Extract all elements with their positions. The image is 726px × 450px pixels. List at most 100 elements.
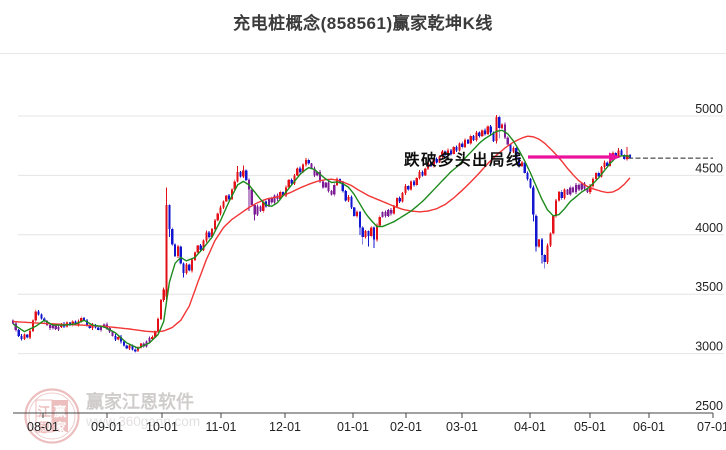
candle-body xyxy=(330,190,333,195)
candle-body xyxy=(34,311,37,321)
x-axis-tick-label: 04-01 xyxy=(514,420,546,434)
candle-body xyxy=(185,264,188,273)
candle-body xyxy=(134,349,137,352)
x-axis-tick-label: 11-01 xyxy=(205,420,236,434)
candle-body xyxy=(355,212,359,216)
candle-body xyxy=(100,326,103,330)
candle-body xyxy=(213,220,216,229)
candle-body xyxy=(557,192,561,201)
candle-body xyxy=(370,227,373,236)
candle-body xyxy=(432,158,435,166)
candle-body xyxy=(506,137,509,145)
candle-body xyxy=(264,201,268,207)
candle-body xyxy=(227,195,231,200)
y-axis-tick-label: 4500 xyxy=(695,161,723,175)
candle-body xyxy=(250,189,253,206)
candle-body xyxy=(546,245,549,263)
candle-body xyxy=(438,156,441,163)
candle-body xyxy=(392,206,396,214)
slow-ma-line xyxy=(12,135,631,333)
candle-body xyxy=(435,158,438,163)
candle-body xyxy=(171,228,174,245)
candle-body xyxy=(503,124,506,138)
candle-body xyxy=(375,225,379,240)
candle-body xyxy=(324,182,327,188)
candle-body xyxy=(367,231,370,236)
candle-body xyxy=(154,331,157,337)
candle-body xyxy=(159,300,162,320)
x-axis-tick-label: 01-01 xyxy=(337,420,369,434)
candle-body xyxy=(193,252,197,260)
candle-body xyxy=(526,173,529,179)
candle-body xyxy=(176,246,180,257)
candle-body xyxy=(390,209,393,214)
candle-body xyxy=(577,184,580,190)
x-axis-tick-label: 08-01 xyxy=(27,420,59,434)
svg-text:恩: 恩 xyxy=(38,420,51,435)
candle-body xyxy=(20,335,23,339)
candle-body xyxy=(114,335,117,340)
candle-body xyxy=(500,124,504,128)
candle-body xyxy=(597,173,600,177)
candle-body xyxy=(350,196,353,208)
candle-body xyxy=(458,143,461,151)
x-axis-tick-label: 03-01 xyxy=(446,420,478,434)
candle-body xyxy=(51,325,54,329)
candle-body xyxy=(472,136,475,140)
candle-body xyxy=(452,146,455,155)
watermark: 江 赢 恩 家 赢家江恩软件 www.360gann.com xyxy=(24,388,200,444)
candle-body xyxy=(518,158,521,166)
candle-body xyxy=(540,239,543,255)
candle-body xyxy=(512,148,515,152)
svg-text:赢: 赢 xyxy=(54,404,67,419)
candle-body xyxy=(156,319,160,332)
candle-body xyxy=(17,329,20,336)
candle-body xyxy=(449,150,452,155)
candle-body xyxy=(253,205,256,215)
candle-body xyxy=(287,180,290,188)
candle-body xyxy=(262,201,265,212)
candle-body xyxy=(498,117,501,128)
y-axis-tick-label: 2500 xyxy=(695,399,723,413)
title-separator-line xyxy=(0,53,726,54)
candle-body xyxy=(495,117,498,141)
candle-body xyxy=(196,245,199,253)
candle-body xyxy=(566,189,569,195)
candle-body xyxy=(617,150,620,157)
candle-body xyxy=(57,326,60,330)
candle-body xyxy=(486,126,489,134)
x-axis-tick-label: 05-01 xyxy=(574,420,606,434)
candle-body xyxy=(74,321,77,325)
candle-body xyxy=(318,171,322,182)
y-axis-tick-label: 5000 xyxy=(695,102,723,116)
candle-body xyxy=(148,338,151,342)
candle-body xyxy=(461,143,464,147)
candle-body xyxy=(401,193,404,202)
candle-body xyxy=(395,197,398,207)
candle-body xyxy=(208,232,211,238)
candle-body xyxy=(404,186,407,194)
candle-body xyxy=(520,162,524,166)
candle-body xyxy=(441,151,444,157)
y-axis-tick-label: 4000 xyxy=(695,221,723,235)
candle-body xyxy=(299,168,302,172)
candle-body xyxy=(620,150,623,156)
candle-body xyxy=(54,325,57,330)
candle-body xyxy=(478,132,481,137)
candle-body xyxy=(463,139,467,147)
candle-body xyxy=(210,228,214,238)
candle-body xyxy=(333,184,336,195)
candle-body xyxy=(199,245,202,251)
y-axis-labels: 5000 4500 4000 3500 3000 2500 xyxy=(695,102,723,413)
candle-body xyxy=(429,162,433,166)
candle-body xyxy=(444,151,447,156)
candle-body xyxy=(489,126,492,133)
candle-body xyxy=(122,341,125,346)
candle-body xyxy=(245,170,248,181)
candle-body xyxy=(202,240,205,251)
candles-group xyxy=(11,114,632,353)
candle-body xyxy=(23,334,26,339)
candle-body xyxy=(341,182,344,191)
candle-body xyxy=(179,246,182,264)
candle-body xyxy=(469,136,472,144)
